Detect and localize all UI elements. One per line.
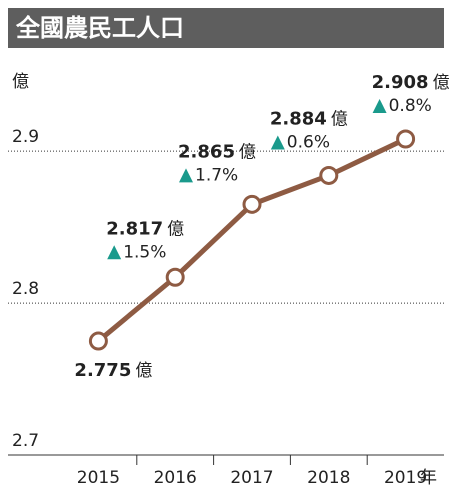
change-arrow: [179, 168, 193, 183]
title-bar: [8, 8, 444, 48]
y-tick-label: 2.7: [12, 431, 39, 451]
chart-title: 全國農民工人口: [15, 14, 184, 42]
value-number: 2.775: [74, 360, 131, 381]
change-label: 0.8%: [389, 96, 432, 116]
value-number: 2.884: [270, 108, 327, 129]
change-arrow: [107, 245, 122, 260]
data-line: [96, 136, 407, 343]
x-tick-label: 2016: [154, 468, 197, 488]
value-unit: 億: [167, 219, 184, 239]
change-label: 1.7%: [195, 165, 238, 185]
value-label: 2.865 億: [178, 141, 256, 162]
value-label: 2.884 億: [270, 108, 348, 129]
data-point: [165, 267, 185, 287]
value-number: 2.908: [372, 72, 429, 93]
change-arrow: [372, 99, 387, 113]
value-unit: 億: [433, 73, 450, 93]
data-point: [396, 129, 416, 149]
change-arrow: [270, 135, 285, 150]
value-label: 2.775 億: [74, 360, 152, 381]
value-number: 2.817: [106, 218, 163, 239]
x-tick-label: 2015: [77, 468, 120, 488]
x-axis-label: 年: [420, 468, 437, 488]
x-tick-label: 2017: [230, 468, 273, 488]
y-tick-label: 2.8: [12, 279, 39, 299]
x-tick-label: 2019: [384, 468, 427, 488]
x-tick-label: 2018: [307, 468, 350, 488]
value-unit: 億: [239, 142, 256, 162]
change-label: 0.6%: [287, 132, 330, 152]
value-label: 2.908 億: [372, 72, 450, 93]
value-label: 2.817 億: [106, 218, 184, 239]
value-unit: 億: [331, 109, 348, 129]
value-unit: 億: [135, 361, 152, 381]
data-point: [319, 165, 339, 185]
data-point: [242, 194, 262, 214]
y-tick-label: 2.9: [12, 127, 39, 147]
data-point: [88, 331, 108, 351]
y-axis-label: 億: [12, 72, 29, 92]
change-label: 1.5%: [123, 242, 166, 262]
value-number: 2.865: [178, 141, 235, 162]
